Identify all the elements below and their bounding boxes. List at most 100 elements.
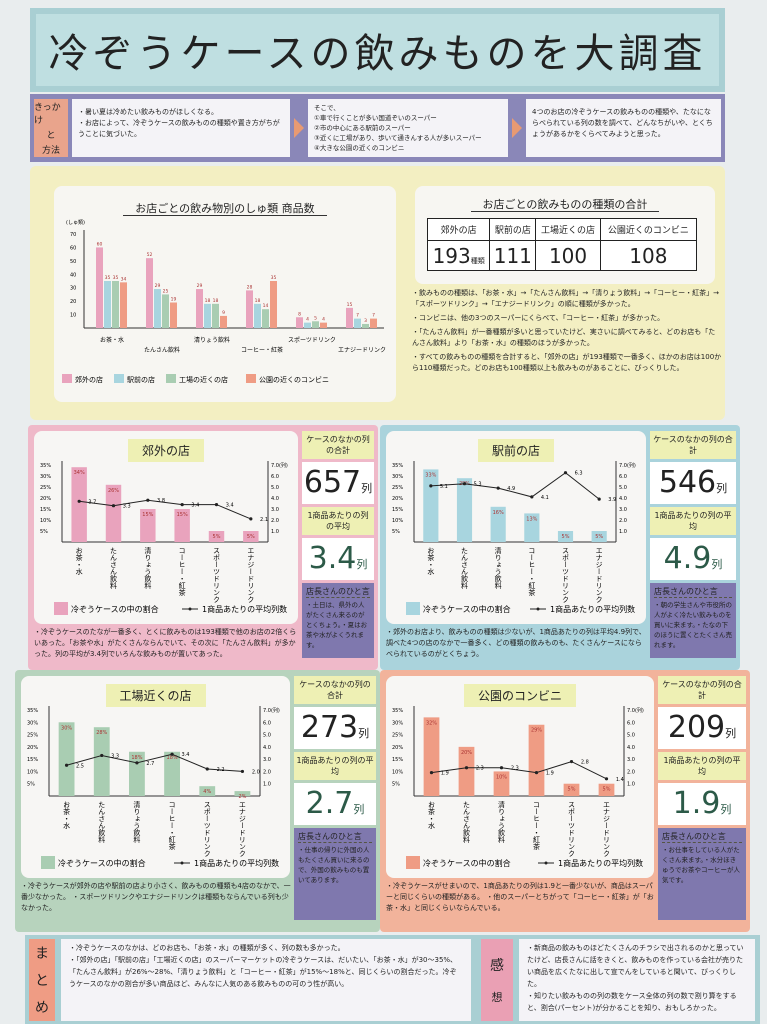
bar-value-label: 7 [372, 313, 375, 319]
avg-rows-label: 1商品あたりの列の平均 [650, 507, 736, 535]
y-tick-label: 25% [392, 485, 403, 491]
x-tick-label: たんさん飲料 [144, 346, 180, 354]
note-item: ・コンビニは、他の3つのスーパーにくらべて、「コーヒー・紅茶」が多かった。 [412, 314, 665, 322]
x-tick-label: スポーツドリンク [203, 801, 211, 857]
bar [528, 724, 545, 796]
store-title: 工場近くの店 [105, 684, 206, 707]
intro-label-part: と [46, 131, 56, 141]
legend-swatch [114, 374, 124, 383]
avg-point [135, 761, 139, 765]
avg-rows-value: 1.9列 [658, 783, 746, 825]
total-rows-value: 546列 [650, 462, 736, 504]
bar [423, 717, 440, 796]
avg-value-label: 3.9 [608, 497, 616, 503]
y-tick-label: 30% [392, 720, 403, 726]
avg-value-label: 5.1 [440, 484, 448, 490]
store-panel: 5% 10% 15% 20% 25% 30% 35% 1.0 2.0 3.0 4.0 5.0 6.0 7.… [380, 425, 740, 670]
bar [199, 786, 216, 796]
avg-rows-label: 1商品あたりの列の平均 [294, 752, 376, 780]
avg-point [496, 486, 500, 490]
store-chart-svg: 5% 10% 15% 20% 25% 30% 35% 1.0 2.0 3.0 4.0 5.0 6.0 7.… [392, 706, 644, 869]
totals-box: お店ごとの飲みものの種類の合計 郊外の店 駅前の店 工場近くの店 公園近くのコン… [415, 186, 715, 284]
conclusion-item: ・冷ぞうケースのなかは、どのお店も、「お茶・水」の種類が多く、列の数も多かった。 [69, 944, 345, 952]
y2-tick-label: 5.0 [627, 733, 635, 739]
y-tick-label: 35% [40, 463, 51, 469]
avg-value-label: 1.9 [546, 771, 554, 777]
legend-label: 工場の近くの店 [179, 375, 228, 384]
y2-tick-label: 1.0 [263, 782, 271, 788]
avg-value-label: 2.0 [252, 769, 260, 775]
x-tick-label: スポーツドリンク [213, 547, 221, 603]
y2-tick-label: 3.0 [271, 507, 279, 513]
bar-value-label: 26% [108, 488, 119, 494]
y2-tick-label: 7.0(列) [619, 462, 636, 469]
y-tick-label: 70 [70, 232, 76, 238]
totals-value: 111 [489, 240, 537, 271]
bar [370, 318, 377, 328]
store-panel: 5% 10% 15% 20% 25% 30% 35% 1.0 2.0 3.0 4.0 5.0 6.0 7.… [28, 425, 378, 670]
bar [262, 309, 269, 328]
label-char: 想 [491, 991, 503, 1004]
avg-point [530, 495, 534, 499]
y-axis-label: (しゅ類) [66, 219, 85, 226]
y2-tick-label: 1.0 [271, 529, 279, 535]
arrow-icon [294, 118, 304, 138]
y2-tick-label: 5.0 [263, 733, 271, 739]
x-tick-label: 清りょう飲料 [494, 546, 502, 590]
store-comment: ・冷ぞうケースが郊外の店や駅前の店より小さく、飲みものの種類も4店のなかで、一番… [21, 882, 291, 912]
bar-value-label: 25 [163, 288, 169, 294]
legend-bar-label: 冷ぞうケースの中の割合 [58, 858, 146, 868]
legend-swatch [41, 856, 55, 869]
label-char: め [35, 1000, 49, 1017]
bar-value-label: 18 [213, 298, 219, 304]
y-tick-label: 20% [27, 745, 38, 751]
bar [320, 322, 327, 328]
y2-tick-label: 3.0 [627, 757, 635, 763]
avg-value-label: 4.9 [507, 486, 515, 492]
y2-tick-label: 3.0 [263, 757, 271, 763]
bar [174, 509, 190, 542]
x-tick-label: コーヒー・紅茶 [528, 547, 536, 596]
intro-label-part: きっかけ [34, 103, 61, 126]
label-char: ま [35, 945, 49, 962]
y-tick-label: 35% [392, 708, 403, 714]
y-tick-label: 20% [40, 496, 51, 502]
avg-value-label: 3.8 [157, 498, 165, 504]
total-rows-value: 657列 [302, 462, 374, 504]
x-tick-label: お茶・水 [427, 547, 435, 575]
bar-value-label: 35 [105, 275, 111, 281]
legend-line-label: 1商品あたりの平均列数 [194, 858, 279, 868]
y-tick-label: 30% [27, 720, 38, 726]
bar [112, 281, 119, 328]
avg-value-label: 1.4 [616, 777, 624, 783]
x-tick-label: たんさん飲料 [463, 801, 471, 844]
store-title: 駅前の店 [477, 439, 555, 462]
bar-value-label: 60 [97, 241, 103, 247]
impression-item: ・新商品の飲みものほどたくさんのチラシで出されるのかと思っていたけど、店長さんに… [527, 944, 744, 988]
bar [246, 290, 253, 328]
y-tick-label: 10 [70, 313, 76, 319]
y2-tick-label: 4.0 [619, 496, 627, 502]
y-tick-label: 20% [392, 745, 403, 751]
bar [598, 783, 615, 796]
y2-tick-label: 1.0 [619, 529, 627, 535]
bar [458, 746, 475, 796]
bar-value-label: 29 [197, 283, 203, 289]
bar-value-label: 2% [238, 794, 246, 800]
legend-swatch [62, 374, 72, 383]
avg-point [205, 767, 209, 771]
avg-value-label: 2.1 [260, 517, 268, 523]
bar [93, 727, 110, 796]
bar-value-label: 4 [322, 317, 325, 323]
x-tick-label: エナジードリンク [595, 547, 603, 603]
bar [312, 321, 319, 328]
x-tick-label: 清りょう飲料 [498, 800, 506, 844]
y-tick-label: 40 [70, 272, 76, 278]
avg-value-label: 3.4 [226, 503, 234, 509]
x-tick-label: コーヒー・紅茶 [533, 801, 541, 850]
x-tick-label: たんさん飲料 [461, 547, 469, 590]
legend-line-label: 1商品あたりの平均列数 [550, 604, 635, 614]
bar [164, 751, 180, 796]
intro-stores: そこで、 ①車で行くことが多い国道ぞいのスーパー ②市の中心にある駅前のスーパー… [308, 99, 508, 157]
